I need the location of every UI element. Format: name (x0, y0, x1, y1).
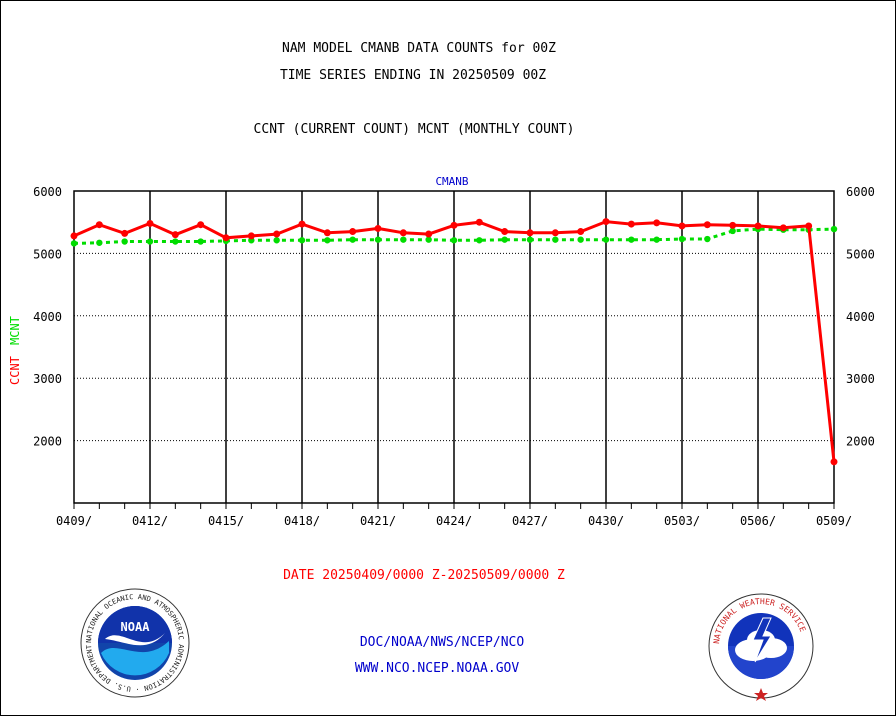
y-tick-label-right: 2000 (846, 435, 875, 449)
point-mcnt (704, 235, 711, 243)
y-tick-label-left: 6000 (33, 185, 62, 199)
x-tick-label: 0415/ (208, 514, 244, 528)
x-tick-label: 0412/ (132, 514, 168, 528)
y-tick-label-left: 2000 (33, 435, 62, 449)
point-ccnt (425, 230, 433, 238)
nws-logo: NATIONAL WEATHER SERVICE (708, 593, 814, 701)
x-tick-label: 0427/ (512, 514, 548, 528)
y-axis-label-ccnt: CCNT (8, 356, 22, 385)
point-mcnt (374, 236, 382, 243)
point-mcnt (602, 236, 610, 243)
chart-title-line2: TIME SERIES ENDING IN 20250509 00Z (280, 68, 546, 83)
point-ccnt (526, 229, 534, 237)
point-ccnt (577, 228, 585, 236)
point-ccnt (247, 232, 255, 240)
y-tick-label-left: 3000 (33, 372, 62, 386)
point-mcnt (653, 236, 660, 243)
point-ccnt (754, 222, 762, 230)
point-ccnt (95, 221, 103, 229)
point-mcnt (628, 236, 635, 243)
org-line-2: WWW.NCO.NCEP.NOAA.GOV (355, 661, 520, 676)
y-axis-label-mcnt: MCNT (8, 316, 22, 345)
point-ccnt (501, 228, 509, 236)
point-ccnt (678, 222, 686, 230)
x-tick-label: 0409/ (56, 514, 92, 528)
point-mcnt (526, 236, 534, 243)
series-layer (70, 218, 838, 466)
date-range: DATE 20250409/0000 Z-20250509/0000 Z (283, 568, 565, 583)
point-mcnt (830, 225, 838, 233)
point-ccnt (602, 218, 610, 226)
axis-labels: 2000 2000 3000 3000 4000 4000 5000 5000 6000 6000… (33, 185, 875, 528)
chart-subtitle: CCNT (CURRENT COUNT) MCNT (MONTHLY COUNT… (254, 122, 575, 137)
point-ccnt (399, 229, 407, 237)
point-ccnt (475, 218, 483, 226)
point-ccnt (222, 234, 230, 242)
x-tick-label: 0424/ (436, 514, 472, 528)
point-mcnt (121, 238, 128, 245)
point-ccnt (729, 221, 737, 229)
point-mcnt (476, 237, 483, 244)
chart-title-line1: NAM MODEL CMANB DATA COUNTS for 00Z (282, 41, 556, 56)
x-tick-label: 0418/ (284, 514, 320, 528)
y-tick-label-left: 5000 (33, 247, 62, 261)
point-ccnt (374, 224, 382, 232)
noaa-logo: NATIONAL OCEANIC AND ATMOSPHERIC ADMINIS… (80, 588, 190, 698)
y-tick-label-right: 5000 (846, 247, 875, 261)
point-mcnt (70, 240, 78, 247)
point-ccnt (703, 221, 711, 229)
y-tick-label-left: 4000 (33, 310, 62, 324)
point-mcnt (400, 236, 407, 243)
y-tick-label-right: 6000 (846, 185, 875, 199)
point-ccnt (450, 221, 458, 229)
y-tick-label-right: 4000 (846, 310, 875, 324)
point-mcnt (501, 236, 508, 243)
org-line-1: DOC/NOAA/NWS/NCEP/NCO (360, 635, 525, 650)
point-mcnt (577, 236, 584, 243)
point-ccnt (349, 228, 357, 236)
point-ccnt (805, 222, 813, 230)
x-tick-label: 0430/ (588, 514, 624, 528)
axes (73, 190, 835, 509)
point-mcnt (146, 238, 154, 245)
point-ccnt (298, 220, 306, 228)
x-tick-label: 0503/ (664, 514, 700, 528)
point-mcnt (678, 235, 686, 243)
point-mcnt (324, 237, 331, 244)
point-mcnt (729, 227, 736, 235)
point-ccnt (551, 229, 559, 237)
point-mcnt (349, 236, 356, 243)
point-mcnt (172, 238, 179, 245)
point-ccnt (653, 219, 661, 227)
point-mcnt (197, 238, 204, 245)
point-ccnt (171, 231, 179, 239)
x-tick-label: 0506/ (740, 514, 776, 528)
x-tick-label: 0509/ (816, 514, 852, 528)
point-mcnt (552, 236, 559, 243)
point-ccnt (197, 221, 205, 229)
point-ccnt (323, 229, 331, 237)
point-mcnt (425, 236, 432, 243)
point-ccnt (779, 224, 787, 232)
y-tick-label-right: 3000 (846, 372, 875, 386)
y-axis-label: CCNT MCNT (8, 316, 22, 385)
point-ccnt (146, 219, 154, 227)
point-ccnt (121, 229, 129, 237)
point-ccnt (627, 220, 635, 228)
x-tick-label: 0421/ (360, 514, 396, 528)
point-ccnt (70, 232, 78, 240)
point-mcnt (450, 237, 458, 244)
point-mcnt (298, 237, 306, 244)
point-mcnt (96, 239, 103, 246)
point-ccnt (273, 230, 281, 238)
noaa-logo-text: NOAA (121, 620, 151, 634)
station-label: CMANB (435, 175, 468, 188)
point-mcnt (273, 237, 280, 244)
point-ccnt (830, 458, 838, 466)
